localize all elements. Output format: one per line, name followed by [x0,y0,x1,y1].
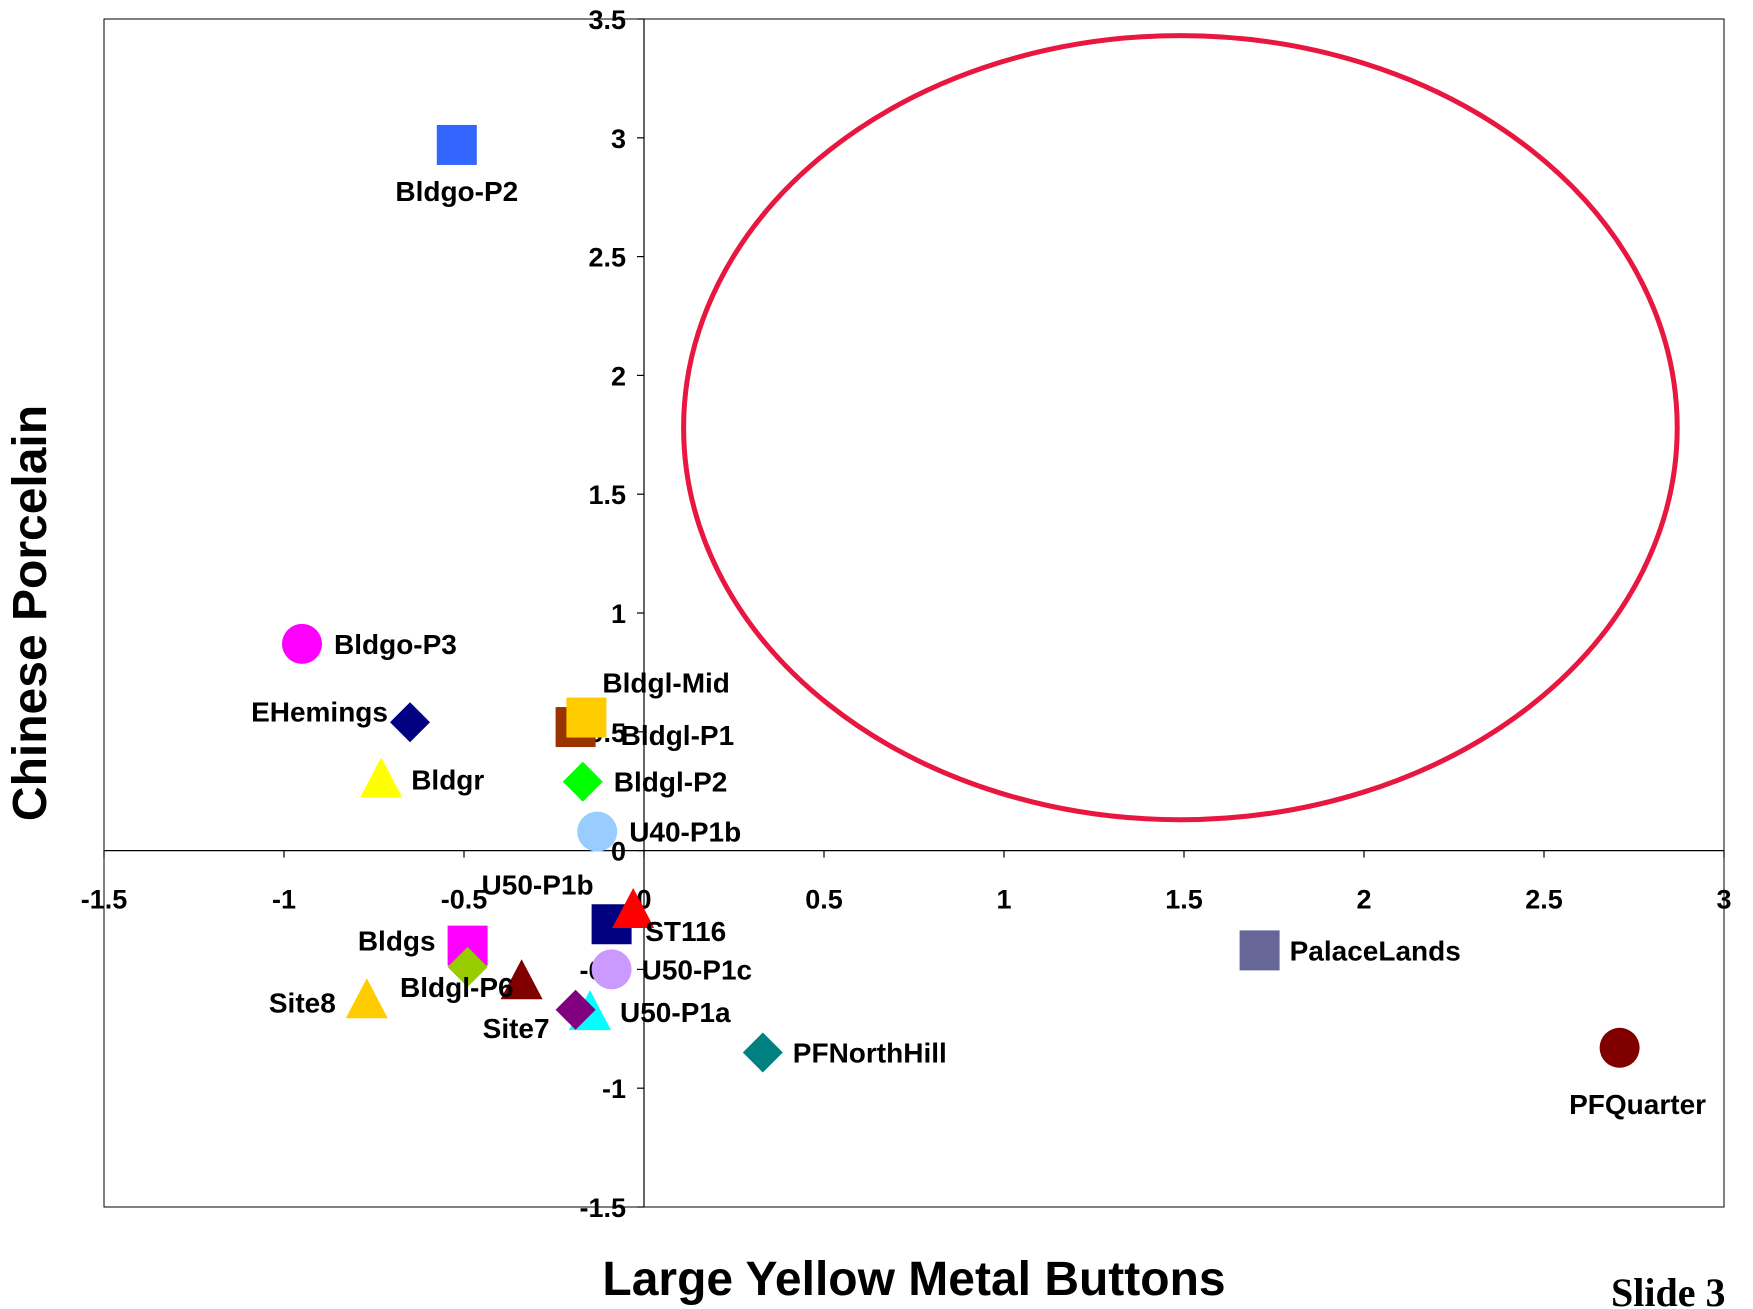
data-point [612,888,655,928]
y-tick-label: 1.5 [588,480,626,510]
y-tick-label: 3.5 [588,5,626,35]
slide-number: Slide 3 [1611,1270,1725,1309]
x-tick-label: 1 [996,885,1011,915]
data-point [1239,930,1280,971]
y-tick-label: 1 [611,599,626,629]
point-label: Bldgl-P2 [614,767,728,798]
point-label: ST116 [645,916,726,947]
y-axis-title: Chinese Porcelain [4,405,57,821]
x-axis-title: Large Yellow Metal Buttons [602,1253,1225,1306]
data-point [555,989,596,1030]
y-tick-label: -1.5 [579,1193,626,1223]
data-point [1599,1027,1640,1068]
data-point [345,978,388,1019]
point-label: U50-P1c [642,954,753,985]
point-label: Site8 [269,987,336,1018]
point-label: U40-P1b [629,817,741,848]
data-point [436,124,477,165]
x-tick-label: 2.5 [1525,885,1563,915]
point-label: U50-P1b [482,869,594,900]
plot-area [103,18,1725,1208]
x-tick-label: 3 [1716,885,1731,915]
point-label: Bldgl-P1 [621,720,735,751]
point-label: Bldgr [411,764,484,795]
data-point [282,623,322,664]
y-tick-label: 2 [611,361,626,391]
y-tick-label: 3 [611,124,626,154]
x-tick-label: -0.5 [441,885,488,915]
data-point [447,947,488,988]
x-tick-label: 0.5 [805,885,843,915]
point-label: Bldgl-Mid [602,668,730,699]
axes: -1.5-1-0.500.511.522.53-1.5-1-0.500.511.… [81,5,1732,1223]
data-point [591,949,632,990]
point-label: Bldgl-P6 [400,972,514,1003]
point-label: Bldgo-P3 [334,629,457,660]
x-tick-label: -1 [272,885,296,915]
data-point [360,757,403,798]
data-points [282,124,1640,1073]
point-label: Bldgo-P2 [395,176,518,207]
annotations [681,33,1680,823]
data-point [566,697,607,738]
x-tick-label: 1.5 [1165,885,1203,915]
data-point [742,1032,783,1073]
highlight-ellipse [681,33,1680,823]
point-label: PalaceLands [1290,935,1461,966]
y-tick-label: 2.5 [588,243,626,273]
data-point [577,811,618,852]
data-point [562,761,603,802]
data-point [500,959,543,1000]
point-labels: Bldgo-P2 Bldgo-P3 EHemings Bldgr Bldgl-P1 Bld… [251,176,1706,1120]
x-tick-label: 2 [1356,885,1371,915]
y-tick-label: -1 [602,1074,626,1104]
point-label: PFQuarter [1569,1089,1706,1120]
x-tick-label: -1.5 [81,885,128,915]
point-label: Bldgs [358,926,436,957]
data-point [390,702,430,743]
point-label: U50-P1a [620,997,731,1028]
point-label: PFNorthHill [793,1038,947,1069]
point-label: Site7 [483,1013,550,1044]
y-tick-label: 0 [611,837,626,867]
point-label: EHemings [251,696,388,727]
